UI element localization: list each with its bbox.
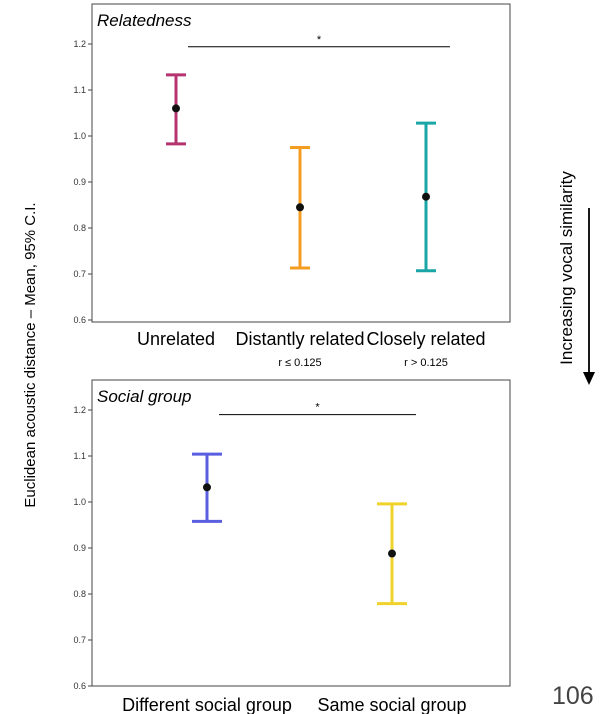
y-tick-label: 1.0: [73, 497, 86, 507]
y-tick-label: 0.7: [73, 635, 86, 645]
category-label: Distantly related: [235, 329, 364, 349]
panel-relatedness: Relatedness 0.6 0.7 0.8 0.9 1.0 1.1 1.2 Unrelate…: [73, 3, 511, 369]
side-label: Increasing vocal similarity: [557, 171, 576, 365]
y-tick-label: 1.1: [73, 85, 86, 95]
category-sublabel: r > 0.125: [404, 357, 448, 369]
category-label: Unrelated: [137, 329, 215, 349]
plot-frame: [91, 379, 511, 687]
category-label: Different social group: [122, 695, 292, 714]
plot-frame: [91, 3, 511, 323]
y-axis-label: Euclidean acoustic distance – Mean, 95% …: [22, 202, 39, 507]
y-tick-label: 1.1: [73, 451, 86, 461]
y-tick-label: 0.9: [73, 177, 86, 187]
mean-point: [172, 104, 180, 113]
y-tick-label: 0.6: [73, 315, 86, 325]
category-label: Same social group: [317, 695, 466, 714]
panel-social-group: Social group 0.6 0.7 0.8 0.9 1.0 1.1 1.2 Differe…: [73, 379, 511, 714]
y-tick-label: 0.7: [73, 269, 86, 279]
down-arrow-icon: [583, 208, 595, 385]
mean-point: [296, 203, 304, 212]
y-tick-label: 1.0: [73, 131, 86, 141]
chart-title: Social group: [97, 387, 192, 406]
mean-point: [388, 549, 396, 558]
category-sublabel: r ≤ 0.125: [278, 357, 321, 369]
y-tick-label: 1.2: [73, 405, 86, 415]
significance-label: *: [317, 34, 322, 46]
significance-label: *: [315, 402, 320, 414]
page-number: 106: [552, 682, 594, 710]
y-tick-label: 0.9: [73, 543, 86, 553]
category-label: Closely related: [366, 329, 485, 349]
y-tick-label: 0.8: [73, 223, 86, 233]
y-tick-label: 1.2: [73, 39, 86, 49]
mean-point: [422, 192, 430, 201]
chart-title: Relatedness: [97, 11, 192, 30]
y-tick-label: 0.8: [73, 589, 86, 599]
mean-point: [203, 483, 211, 492]
y-tick-label: 0.6: [73, 681, 86, 691]
